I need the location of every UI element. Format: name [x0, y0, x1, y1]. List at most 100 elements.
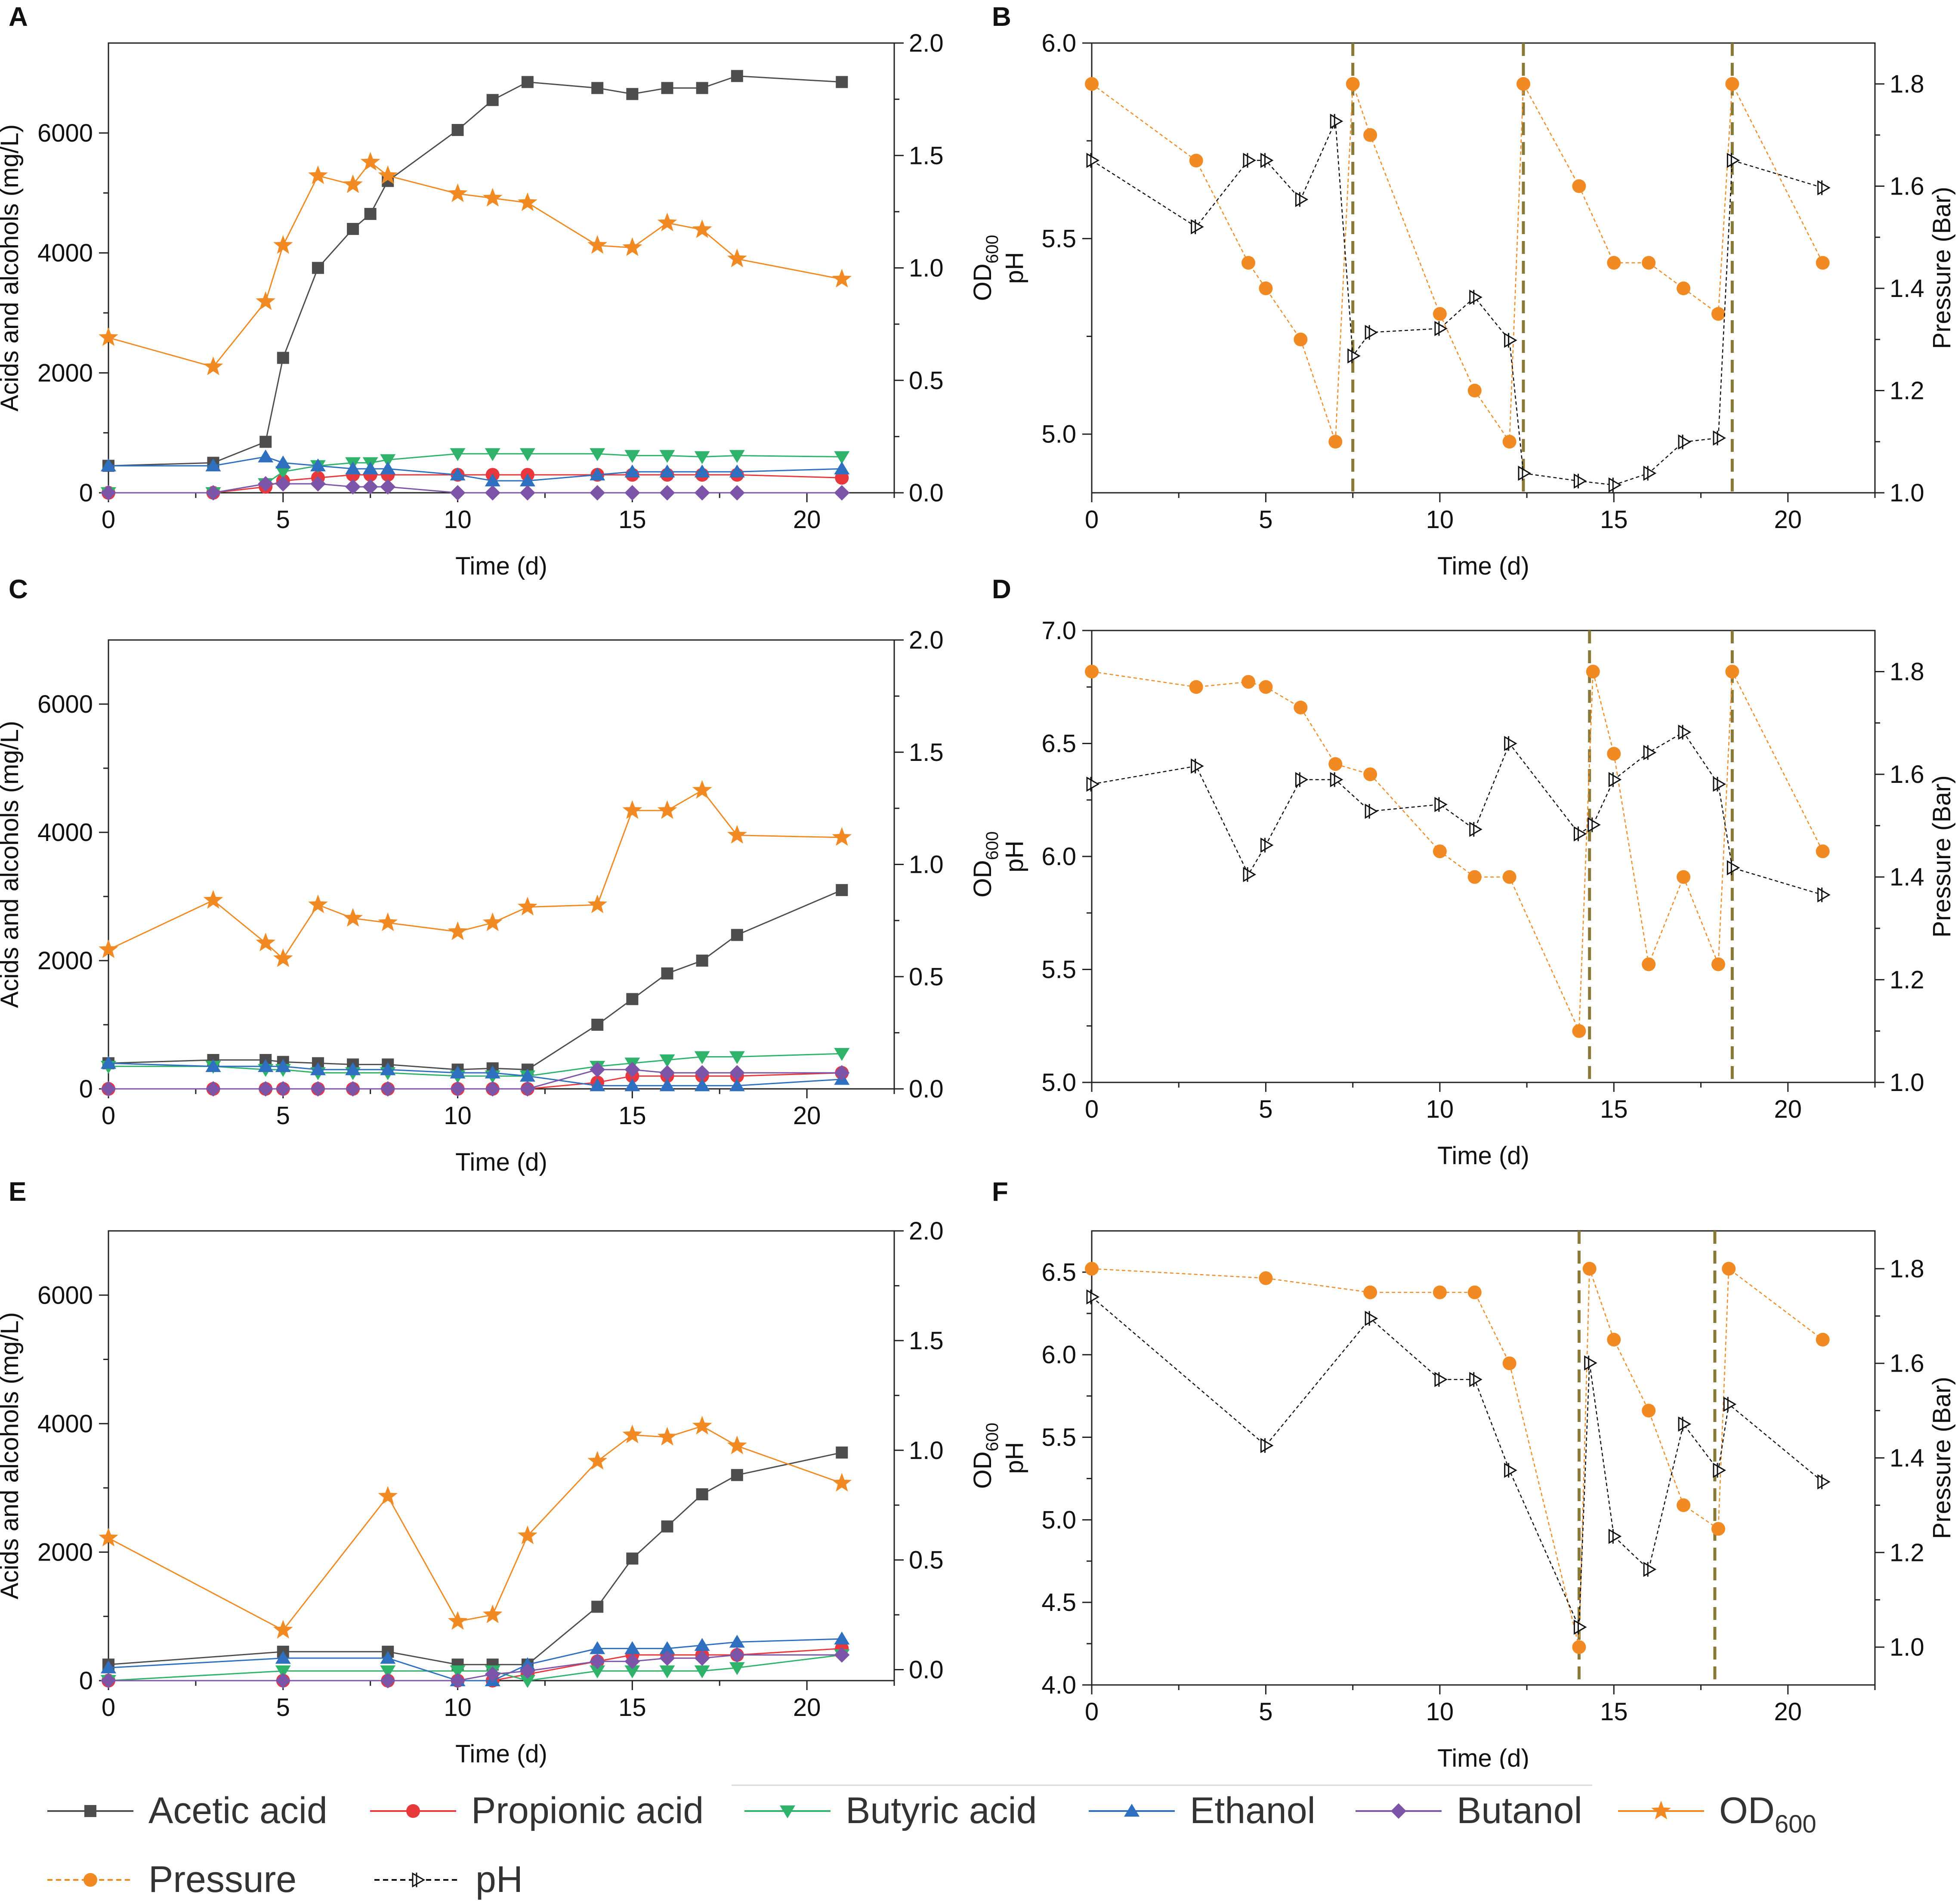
- y-tick-label: 6000: [37, 119, 93, 147]
- data-point: [1677, 870, 1691, 884]
- data-point: [310, 476, 326, 492]
- data-point: [275, 1059, 291, 1072]
- data-point: [1085, 1261, 1099, 1276]
- x-tick-label: 20: [793, 1694, 821, 1722]
- y-tick-label: 4.0: [1041, 1671, 1076, 1699]
- data-point: [1328, 757, 1343, 771]
- data-point: [101, 1081, 116, 1097]
- series-ph: [1086, 114, 1831, 493]
- data-point: [380, 1062, 396, 1076]
- panel-label: B: [992, 2, 1011, 32]
- legend-item-pressure: Pressure: [47, 1859, 296, 1900]
- data-point: [729, 1078, 745, 1091]
- panel-label: A: [9, 2, 28, 32]
- data-point: [1504, 333, 1517, 348]
- data-point: [587, 894, 607, 913]
- data-point: [519, 473, 535, 487]
- data-point: [696, 1488, 708, 1501]
- data-point: [591, 1601, 604, 1613]
- data-point: [1723, 1397, 1737, 1412]
- data-point: [1643, 1561, 1657, 1577]
- data-point: [1260, 838, 1274, 853]
- series-od600: [99, 1416, 852, 1639]
- data-point: [99, 327, 118, 346]
- data-point: [380, 479, 396, 495]
- data-point: [694, 1065, 710, 1081]
- data-point: [1502, 435, 1516, 449]
- legend-marker: [780, 1805, 795, 1818]
- data-point: [1573, 826, 1587, 842]
- data-point: [1363, 128, 1377, 142]
- y2-tick-label: 1.0: [1890, 1633, 1924, 1661]
- data-point: [360, 151, 380, 171]
- data-point: [1678, 724, 1692, 740]
- data-point: [834, 451, 850, 464]
- data-point: [659, 450, 675, 463]
- series-line: [108, 1069, 842, 1090]
- data-point: [485, 485, 500, 501]
- data-point: [659, 485, 675, 501]
- data-point: [1608, 1529, 1622, 1544]
- data-point: [380, 1651, 396, 1664]
- x-tick-label: 5: [276, 1694, 290, 1722]
- x-tick-label: 5: [1259, 1698, 1272, 1726]
- y-tick-label: 2000: [37, 359, 93, 387]
- data-point: [1365, 1311, 1378, 1326]
- y-tick-label: 6000: [37, 690, 93, 718]
- data-point: [451, 124, 464, 136]
- data-point: [343, 174, 363, 193]
- y2-tick-label: 0.0: [909, 479, 944, 507]
- data-point: [834, 485, 850, 501]
- data-point: [101, 485, 116, 501]
- data-point: [659, 1665, 675, 1678]
- data-point: [1582, 1261, 1597, 1276]
- data-point: [486, 94, 499, 106]
- data-point: [1584, 1355, 1597, 1371]
- data-point: [1191, 219, 1204, 235]
- data-point: [834, 1631, 850, 1644]
- series-od600: [99, 780, 852, 967]
- data-point: [99, 939, 118, 958]
- data-point: [203, 356, 223, 375]
- series-butanol: [101, 1647, 850, 1688]
- x-axis-label: Time (d): [455, 1740, 547, 1768]
- y2-tick-label: 1.4: [1890, 275, 1924, 303]
- data-point: [834, 1048, 850, 1061]
- data-point: [692, 780, 712, 799]
- x-tick-label: 10: [1426, 506, 1454, 534]
- legend-marker: [412, 1872, 426, 1888]
- y-axis-label: pH: [1001, 841, 1028, 872]
- data-point: [659, 1641, 675, 1654]
- y2-tick-label: 2.0: [909, 1217, 944, 1245]
- panel-D: D 0 5 10 15 20 Time (d) 5.0 5.5 6.0 6.5 7.0 1.0 1.2 1.…: [992, 575, 1956, 1170]
- x-tick-label: 15: [618, 506, 646, 534]
- data-point: [1434, 321, 1448, 336]
- data-point: [1347, 348, 1361, 364]
- data-point: [1587, 817, 1601, 833]
- y2-tick-label: 1.8: [1890, 1255, 1924, 1283]
- x-tick-label: 20: [793, 506, 821, 534]
- data-point: [205, 485, 221, 501]
- y-tick-label: 0: [79, 1075, 93, 1103]
- y2-axis-label: Pressure (Bar): [1928, 775, 1956, 937]
- data-point: [519, 1675, 535, 1688]
- data-point: [1504, 736, 1517, 751]
- data-point: [362, 479, 378, 495]
- y2-tick-label: 0.5: [909, 1546, 944, 1574]
- data-point: [590, 1078, 605, 1091]
- data-point: [626, 993, 639, 1005]
- legend-item-acetic-acid: Acetic acid: [47, 1790, 327, 1831]
- y-tick-label: 6.5: [1041, 730, 1076, 758]
- data-point: [485, 1666, 500, 1682]
- y2-axis-label: OD600: [969, 235, 1002, 301]
- y-tick-label: 5.5: [1041, 1424, 1076, 1452]
- x-tick-label: 5: [1259, 1095, 1272, 1123]
- series-line: [108, 789, 842, 960]
- data-point: [1642, 957, 1656, 971]
- y2-axis-label: OD600: [969, 1423, 1002, 1489]
- data-point: [1189, 154, 1203, 168]
- data-point: [521, 76, 534, 88]
- data-point: [1677, 1498, 1691, 1512]
- data-point: [729, 1662, 745, 1675]
- panel-label: D: [992, 575, 1011, 604]
